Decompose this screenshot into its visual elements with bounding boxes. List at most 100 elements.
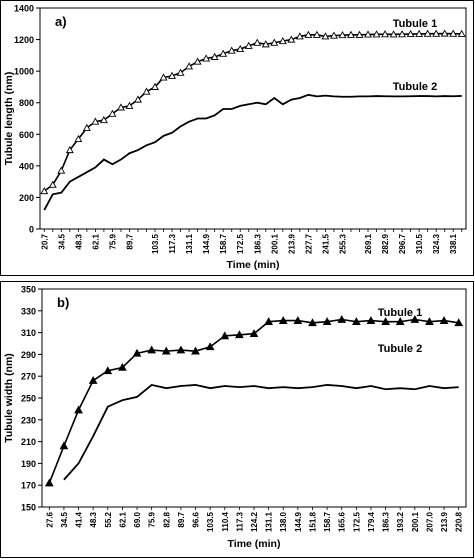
data-point-marker — [372, 30, 381, 38]
x-tick-label: 296.7 — [398, 233, 407, 254]
x-tick-label: 48.3 — [89, 511, 98, 527]
data-point-marker — [351, 317, 361, 326]
x-tick-label: 144.9 — [202, 233, 211, 254]
y-tick-label: 230 — [21, 415, 36, 425]
data-point-marker — [261, 40, 270, 48]
series-label: Tubule 2 — [393, 81, 437, 93]
data-point-marker — [270, 38, 279, 46]
x-tick-label: 89.7 — [125, 233, 134, 249]
data-point-marker — [293, 316, 303, 324]
data-point-marker — [439, 316, 449, 324]
x-tick-label: 151.8 — [308, 511, 317, 532]
data-point-marker — [125, 101, 134, 109]
data-point-marker — [191, 346, 200, 355]
data-point-marker — [425, 317, 434, 326]
x-tick-label: 158.7 — [219, 233, 228, 254]
data-point-marker — [205, 342, 215, 351]
y-tick-label: 1200 — [14, 35, 34, 45]
data-point-marker — [176, 68, 185, 76]
data-point-marker — [161, 346, 171, 355]
data-point-marker — [236, 44, 245, 53]
data-point-marker — [432, 29, 441, 37]
data-point-marker — [202, 54, 211, 62]
data-point-marker — [287, 35, 296, 43]
data-point-marker — [454, 318, 464, 327]
y-tick-label: 190 — [21, 459, 36, 469]
series-label: Tubule 1 — [393, 18, 437, 30]
data-point-marker — [116, 103, 125, 111]
x-tick-label: 144.9 — [294, 511, 303, 532]
x-tick-label: 186.3 — [382, 511, 391, 532]
x-tick-label: 75.9 — [148, 511, 157, 527]
data-point-marker — [410, 314, 420, 323]
data-point-marker — [99, 115, 108, 124]
x-tick-label: 62.1 — [91, 233, 100, 249]
data-point-marker — [151, 82, 159, 90]
data-point-marker — [227, 46, 236, 54]
data-point-marker — [103, 366, 113, 375]
data-point-marker — [253, 38, 262, 46]
plot-area-0 — [39, 7, 467, 230]
y-tick-label: 310 — [21, 328, 36, 338]
x-tick-label: 103.5 — [151, 233, 160, 254]
data-point-marker — [355, 30, 364, 38]
data-point-marker — [366, 316, 376, 324]
x-tick-label: 269.1 — [364, 233, 373, 254]
data-point-marker — [381, 317, 390, 326]
x-tick-label: 89.7 — [177, 511, 186, 527]
data-point-marker — [249, 329, 259, 338]
panel-label: a) — [55, 14, 67, 29]
y-tick-label: 800 — [19, 98, 34, 108]
x-tick-label: 117.3 — [235, 511, 244, 531]
data-point-marker — [381, 30, 390, 38]
x-tick-label: 338.1 — [449, 233, 458, 254]
data-point-marker — [457, 29, 466, 37]
x-tick-label: 207.0 — [425, 511, 434, 532]
x-tick-label: 27.6 — [45, 511, 54, 527]
data-point-marker — [185, 62, 194, 70]
x-axis-title: Time (min) — [227, 259, 280, 271]
x-tick-label: 124.2 — [250, 511, 259, 532]
x-tick-label: 131.1 — [265, 511, 274, 532]
data-point-marker — [338, 31, 347, 39]
data-point-marker — [159, 73, 168, 81]
y-tick-label: 150 — [21, 503, 36, 513]
x-tick-label: 158.7 — [323, 511, 332, 532]
data-point-marker — [295, 32, 304, 40]
data-point-marker — [337, 314, 347, 323]
data-point-marker — [57, 166, 66, 174]
x-tick-label: 220.8 — [455, 511, 464, 532]
data-point-marker — [168, 71, 177, 79]
y-tick-label: 170 — [21, 481, 36, 491]
data-point-marker — [329, 31, 338, 39]
chart-panel-a: a) 0 200 400 600 800 1000 1200 1400 20.7 34.5 48.3 6… — [0, 0, 474, 276]
data-point-marker — [244, 41, 253, 49]
data-point-marker — [278, 316, 288, 324]
y-tick-label: 330 — [21, 306, 36, 316]
x-tick-label: 138.0 — [279, 511, 288, 532]
series-line-2 — [63, 383, 459, 481]
y-tick-label: 350 — [21, 285, 36, 295]
data-point-marker — [220, 331, 230, 340]
x-tick-label: 75.9 — [108, 233, 117, 249]
x-tick-label: 172.5 — [352, 511, 361, 532]
data-point-marker — [415, 29, 424, 37]
data-point-marker — [347, 30, 355, 38]
data-point-marker — [264, 317, 273, 326]
y-axis-title: Tubule length (nm) — [3, 72, 15, 166]
series-label: Tubule 2 — [378, 343, 422, 355]
data-point-marker — [65, 145, 74, 154]
data-point-marker — [278, 37, 287, 45]
x-tick-label: 34.5 — [60, 511, 69, 527]
data-point-marker — [406, 29, 415, 38]
series-line-2 — [43, 93, 462, 211]
data-point-marker — [322, 317, 332, 326]
figure-frame-1 — [0, 281, 474, 558]
data-point-marker — [449, 29, 458, 37]
y-tick-label: 1400 — [14, 4, 34, 14]
data-point-marker — [321, 32, 330, 40]
x-tick-label: 96.6 — [192, 511, 201, 527]
x-tick-label: 324.3 — [432, 233, 441, 254]
y-axis-title: Tubule width (nm) — [3, 353, 15, 443]
x-tick-label: 282.9 — [381, 233, 390, 254]
